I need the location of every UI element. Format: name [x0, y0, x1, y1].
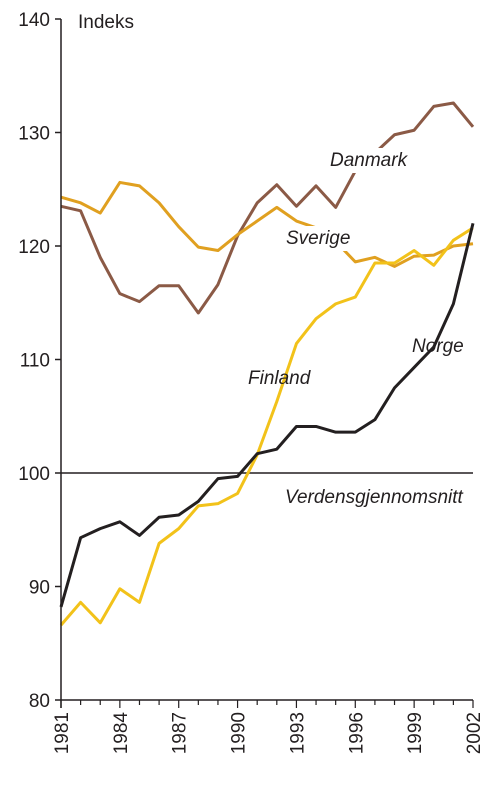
x-tick-label: 1984: [111, 712, 132, 755]
y-tick-label: 140: [18, 10, 50, 31]
x-tick-label: 1987: [170, 712, 191, 754]
reference-line-label: Verdensgjennomsnitt: [285, 487, 464, 508]
series-line-finland: [59, 226, 474, 627]
y-tick-label: 80: [29, 691, 50, 712]
series-label-sverige: Sverige: [286, 228, 350, 249]
label-layer: Verdensgjennomsnitt Danmark Sverige Finland…: [248, 148, 464, 508]
axis-layer: 80 90 100 110 120 130 140 1981 1984 1987 1990 1993 1…: [18, 10, 485, 754]
series-line-danmark: [60, 101, 475, 315]
series-layer: [59, 101, 475, 627]
y-tick-label: 100: [18, 464, 50, 485]
x-tick-label: 1981: [52, 712, 73, 754]
series-label-background: [326, 148, 413, 173]
series-line-norge: [59, 222, 475, 608]
y-tick-label: 90: [29, 578, 50, 599]
x-tick-label: 1990: [229, 712, 250, 754]
series-label-norge: Norge: [412, 336, 464, 357]
y-tick-label: 120: [18, 237, 50, 258]
series-label-finland: Finland: [248, 368, 312, 389]
y-axis-title: Indeks: [78, 12, 134, 33]
y-tick-label: 130: [18, 124, 50, 145]
x-tick-label: 1993: [287, 712, 308, 754]
y-tick-label: 110: [20, 351, 50, 372]
series-label-danmark: Danmark: [330, 150, 409, 171]
series-label-background: [282, 226, 355, 251]
x-tick-label: 1999: [405, 712, 426, 754]
series-line-sverige: [60, 180, 474, 268]
x-tick-label: 2002: [464, 712, 485, 754]
x-tick-label: 1996: [346, 712, 367, 754]
